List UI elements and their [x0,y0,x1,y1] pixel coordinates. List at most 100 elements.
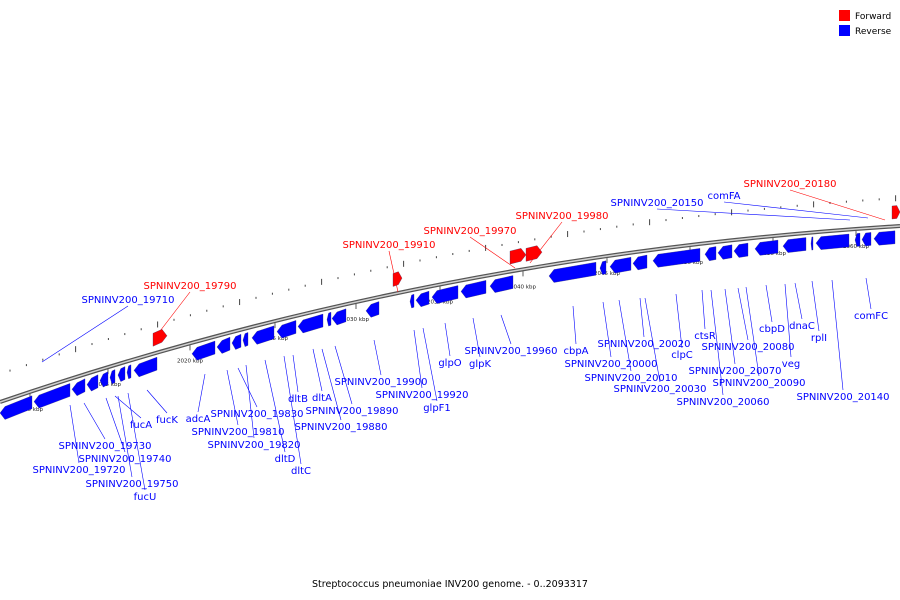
reverse-gene-label: SPNINV200_19710 [81,295,174,306]
tick-label: 2015 kbp [95,382,121,388]
guide-dot [813,201,815,208]
leader-line [784,283,792,358]
gene-reverse [873,230,896,246]
guide-dot [468,249,470,252]
guide-dot [862,199,864,202]
guide-dot [550,235,552,238]
reverse-gene-label: dltD [275,454,296,465]
leader-line [794,282,803,320]
forward-gene-label: SPNINV200_19980 [515,211,608,222]
gene-reverse [231,333,242,350]
reverse-gene-label: SPNINV200_20150 [610,198,703,209]
guide-dot [731,209,733,216]
gene-reverse [242,332,249,347]
leader-line [710,289,724,396]
guide-dot [780,206,782,209]
guide-dot [583,230,585,233]
gene-reverse [331,308,347,326]
leader-line [444,322,451,357]
reverse-gene-label: SPNINV200_19720 [32,465,125,476]
guide-dot [747,209,749,212]
tick-label: 2025 kbp [262,336,288,342]
leader-line [334,345,353,405]
forward-gene-label: SPNINV200_19790 [143,281,236,292]
reverse-gene-label: glpK [469,359,491,370]
leader-line [373,339,382,376]
leader-line [618,299,632,372]
gene-reverse [632,254,648,271]
reverse-gene-label: SPNINV200_19810 [191,427,284,438]
guide-dot [75,346,77,353]
tick-label: 2060 kbp [843,244,869,250]
reverse-gene-label: cbpA [563,346,588,357]
guide-dot [173,318,175,321]
reverse-gene-label: fucA [130,420,152,431]
guide-dot [42,358,44,361]
leader-line [41,305,129,363]
gene-reverse [704,246,717,261]
gene-reverse [717,244,733,260]
reverse-gene-label: SPNINV200_19890 [305,406,398,417]
gene-reverse [782,237,807,253]
leader-line [745,286,760,377]
leader-line [500,314,512,345]
forward-gene-label: SPNINV200_19970 [423,226,516,237]
gene-reverse [216,336,231,354]
guide-dot [58,353,60,356]
tick-label: 2030 kbp [343,317,369,323]
guide-dot [534,238,536,241]
guide-dot [239,299,241,306]
leader-line [765,284,773,323]
gene-reverse [754,239,779,256]
gene-reverse [191,340,216,361]
reverse-gene-label: veg [782,359,800,370]
guide-dot [189,314,191,317]
leader-line [644,297,661,383]
guide-dot [632,223,634,226]
reverse-gene-label: SPNINV200_19900 [334,377,427,388]
reverse-gene-label: SPNINV200_19880 [294,422,387,433]
reverse-gene-label: rplI [811,333,827,344]
reverse-gene-label: adcA [186,414,211,425]
gene-reverse [609,257,632,274]
reverse-gene-label: dnaC [789,321,815,332]
leader-line [675,293,683,349]
gene-features [0,205,900,420]
guide-dot [845,200,847,203]
reverse-gene-label: SPNINV200_20090 [712,378,805,389]
gene-reverse [652,248,701,268]
leader-line [789,189,886,221]
tick-label: 2045 kbp [594,271,620,277]
reverse-gene-label: dltA [312,393,332,404]
gene-reverse [33,383,71,409]
tick-label: 2020 kbp [177,358,203,364]
guide-dot [255,296,257,299]
guide-dot [649,219,651,226]
reverse-gene-label: comFC [854,311,888,322]
guide-dot [91,343,93,346]
leader-line [245,364,255,439]
leader-line [146,389,168,414]
guide-dot [665,219,667,222]
gene-reverse [0,395,33,420]
gene-reverse [431,285,459,304]
gene-reverse [365,301,380,318]
gene-reverse [409,293,415,309]
scale-ticks: 2010 kbp 2015 kbp 2020 kbp 2025 kbp 2030 kbp… [17,230,869,413]
leader-line [413,329,423,389]
gene-reverse [548,262,597,283]
gene-reverse [489,275,514,293]
reverse-gene-label: dltB [288,394,308,405]
guide-dot [698,215,700,218]
legend-reverse-label: Reverse [855,27,892,37]
guide-dot [796,204,798,207]
guide-dot [435,256,437,259]
leader-line [117,395,133,478]
gene-labels: SPNINV200_19790 SPNINV200_19910 SPNINV200_… [32,179,889,503]
guide-dot [271,292,273,295]
leader-line [865,277,872,310]
legend-forward-label: Forward [855,12,891,22]
guide-dot [878,198,880,201]
reverse-gene-label: cbpD [759,324,785,335]
